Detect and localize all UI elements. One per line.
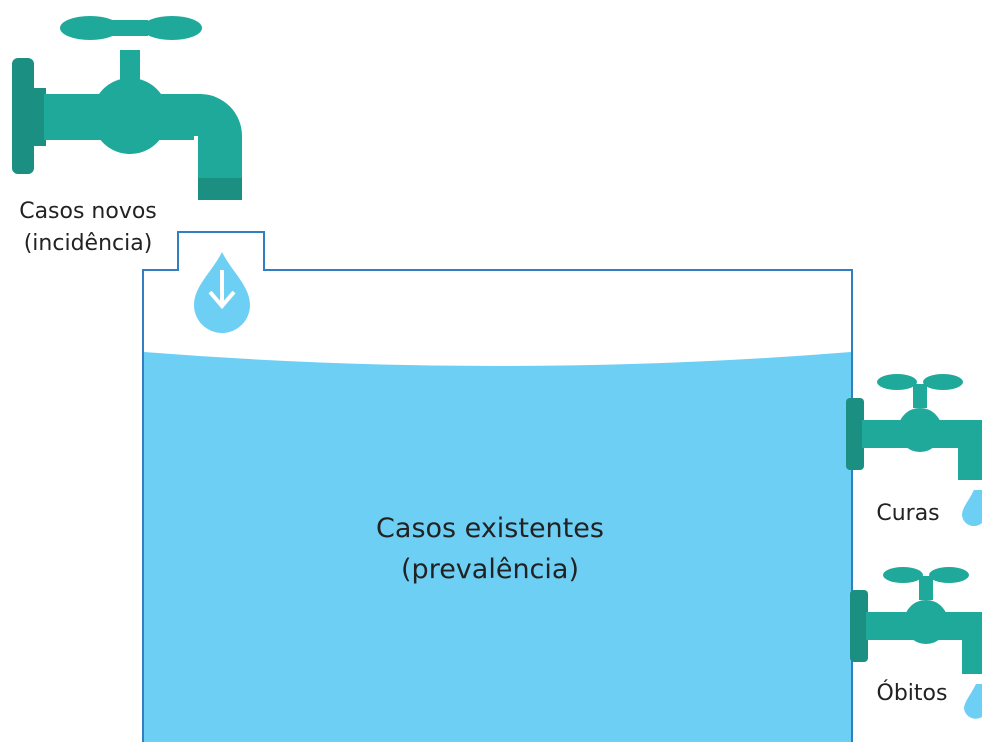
water [144, 352, 851, 742]
page: Casos novos (incidência) Casos existente… [0, 0, 982, 742]
outflow-label: Curas [876, 501, 939, 526]
tank-label: (prevalência) [401, 554, 579, 585]
tank-label: Casos existentes [376, 513, 604, 544]
diagram: Casos novos (incidência) Casos existente… [0, 0, 982, 742]
inflow-faucet [12, 16, 242, 200]
inflow-label: Casos novos [19, 199, 157, 224]
outflow-label: Óbitos [877, 680, 948, 706]
inflow-label: (incidência) [24, 231, 153, 256]
